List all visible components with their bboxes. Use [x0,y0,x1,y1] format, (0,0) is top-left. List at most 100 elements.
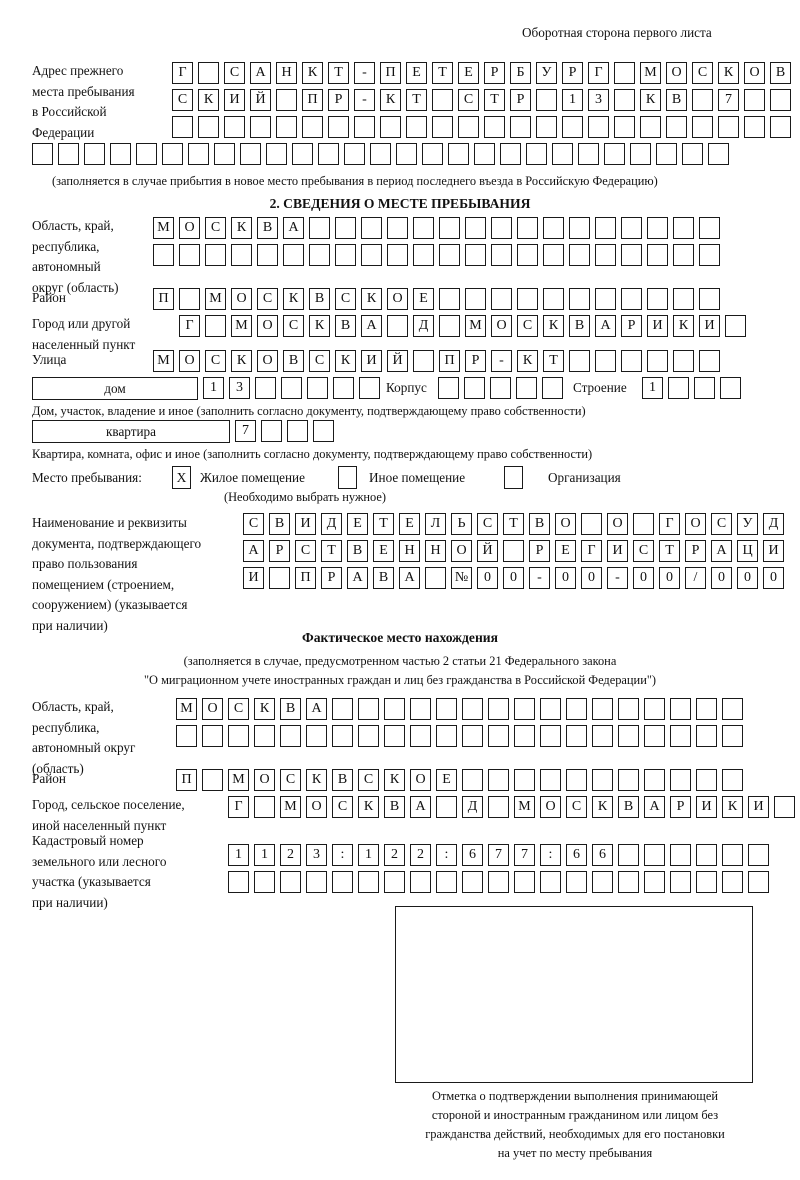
char-cell[interactable] [618,698,639,720]
char-cell[interactable] [332,725,353,747]
char-cell[interactable] [673,244,694,266]
char-cell[interactable]: С [332,796,353,818]
char-cell[interactable]: К [380,89,401,111]
char-cell[interactable]: И [361,350,382,372]
char-cell[interactable]: П [176,769,197,791]
char-cell[interactable] [465,244,486,266]
char-cell[interactable] [257,244,278,266]
char-cell[interactable]: Е [436,769,457,791]
char-cell[interactable]: Й [477,540,498,562]
char-cell[interactable]: Н [276,62,297,84]
char-cell[interactable] [540,871,561,893]
char-cell[interactable]: С [295,540,316,562]
char-cell[interactable]: М [465,315,486,337]
char-cell[interactable]: А [644,796,665,818]
char-cell[interactable]: Р [484,62,505,84]
char-cell[interactable]: К [231,217,252,239]
char-cell[interactable]: О [257,350,278,372]
char-cell[interactable] [198,62,219,84]
char-cell[interactable]: К [543,315,564,337]
char-cell[interactable] [332,871,353,893]
char-cell[interactable] [358,725,379,747]
stay-option-checkbox-residential[interactable]: X [172,466,191,489]
char-cell[interactable] [633,513,654,535]
char-cell[interactable] [670,844,691,866]
char-cell[interactable]: А [410,796,431,818]
char-cell[interactable] [540,698,561,720]
char-cell[interactable]: - [607,567,628,589]
char-cell[interactable]: 0 [633,567,654,589]
char-cell[interactable]: С [309,350,330,372]
char-cell[interactable]: К [718,62,739,84]
char-cell[interactable] [32,143,53,165]
char-cell[interactable]: К [283,288,304,310]
char-cell[interactable] [670,871,691,893]
char-cell[interactable]: 1 [254,844,275,866]
char-cell[interactable] [136,143,157,165]
char-cell[interactable] [410,725,431,747]
char-cell[interactable] [110,143,131,165]
char-cell[interactable]: К [722,796,743,818]
char-cell[interactable] [269,567,290,589]
char-cell[interactable] [358,871,379,893]
char-cell[interactable]: Р [670,796,691,818]
char-cell[interactable] [439,288,460,310]
char-cell[interactable]: К [231,350,252,372]
char-cell[interactable] [725,315,746,337]
char-cell[interactable] [436,871,457,893]
char-cell[interactable] [696,769,717,791]
char-cell[interactable]: К [198,89,219,111]
char-cell[interactable] [595,350,616,372]
char-cell[interactable]: С [517,315,538,337]
char-cell[interactable] [718,116,739,138]
char-cell[interactable]: О [607,513,628,535]
char-cell[interactable] [514,871,535,893]
char-cell[interactable]: Г [228,796,249,818]
char-cell[interactable]: С [711,513,732,535]
document-row-3[interactable]: И П Р А В А № 0 0-0 0-0 0/0 0 0 [243,567,784,589]
char-cell[interactable] [488,769,509,791]
char-cell[interactable]: О [179,350,200,372]
char-cell[interactable] [552,143,573,165]
char-cell[interactable]: В [373,567,394,589]
char-cell[interactable] [692,116,713,138]
char-cell[interactable]: 1 [228,844,249,866]
char-cell[interactable] [354,116,375,138]
char-cell[interactable]: У [737,513,758,535]
char-cell[interactable] [436,698,457,720]
char-cell[interactable]: П [295,567,316,589]
char-cell[interactable]: Е [347,513,368,535]
char-cell[interactable] [770,89,791,111]
char-cell[interactable] [614,62,635,84]
char-cell[interactable]: 2 [410,844,431,866]
char-cell[interactable] [536,89,557,111]
char-cell[interactable]: Р [621,315,642,337]
char-cell[interactable] [413,350,434,372]
char-cell[interactable]: С [205,217,226,239]
char-cell[interactable]: С [335,288,356,310]
char-cell[interactable] [255,377,276,399]
char-cell[interactable] [396,143,417,165]
char-cell[interactable] [484,116,505,138]
char-cell[interactable] [344,143,365,165]
char-cell[interactable] [266,143,287,165]
char-cell[interactable] [228,871,249,893]
char-cell[interactable] [644,725,665,747]
char-cell[interactable]: С [633,540,654,562]
char-cell[interactable]: Е [399,513,420,535]
char-cell[interactable]: К [302,62,323,84]
char-cell[interactable]: К [361,288,382,310]
char-cell[interactable] [722,769,743,791]
char-cell[interactable] [172,116,193,138]
char-cell[interactable] [153,244,174,266]
char-cell[interactable] [254,796,275,818]
char-cell[interactable]: Д [462,796,483,818]
char-cell[interactable] [699,350,720,372]
char-cell[interactable] [618,871,639,893]
char-cell[interactable] [333,377,354,399]
